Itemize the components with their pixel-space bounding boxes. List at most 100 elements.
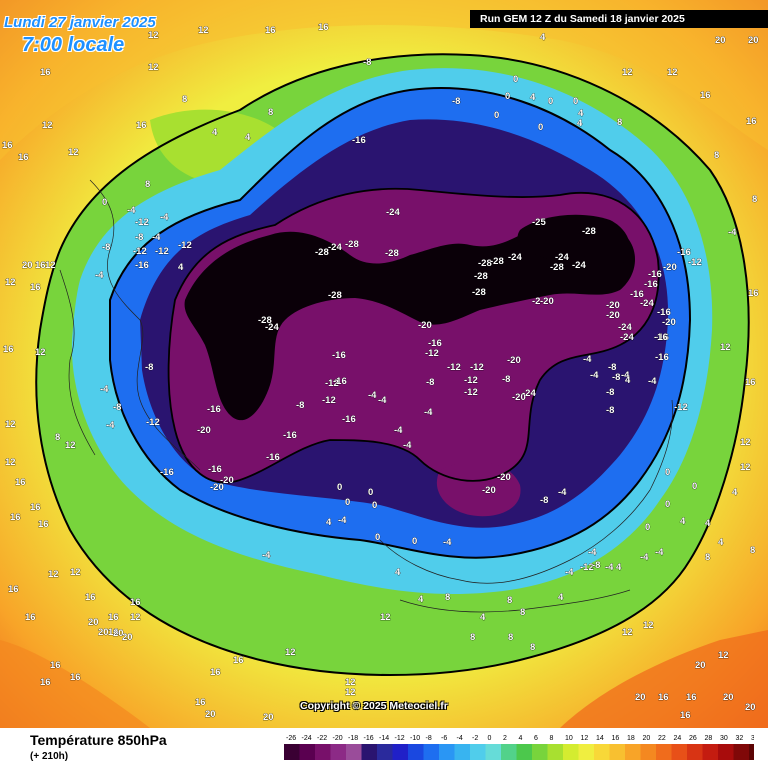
temperature-value-label: 12 <box>622 627 633 638</box>
temperature-value-label: 16 <box>210 667 221 678</box>
parameter-title: Température 850hPa <box>30 732 167 748</box>
temperature-value-label: 16 <box>265 25 276 36</box>
scale-color-cell <box>454 744 470 760</box>
scale-tick-label: -24 <box>302 735 312 742</box>
temperature-value-label: -12 <box>322 395 336 406</box>
temperature-value-label: 12 <box>643 620 654 631</box>
temperature-value-label: -12 <box>178 240 192 251</box>
temperature-value-label: -16 <box>648 269 662 280</box>
temperature-value-label: 0 <box>665 499 670 510</box>
temperature-value-label: 4 <box>480 612 486 623</box>
temperature-value-label: -24 <box>640 298 654 309</box>
isotherm-warm <box>35 53 750 676</box>
scale-color-cell <box>501 744 517 760</box>
temperature-value-label: 8 <box>268 107 273 118</box>
zone-hot-south <box>560 630 768 728</box>
temperature-value-label: -16 <box>208 464 222 475</box>
temperature-value-label: -16 <box>657 307 671 318</box>
temperature-value-label: 12 <box>148 62 159 73</box>
temperature-value-label: -20 <box>497 472 511 483</box>
scale-color-cell <box>284 744 300 760</box>
temperature-value-label: -12 <box>674 402 688 413</box>
scale-tick-label: 28 <box>705 735 713 742</box>
temperature-value-label: 12 <box>740 462 751 473</box>
scale-color-cell <box>702 744 718 760</box>
temperature-value-label: -12 <box>580 562 594 573</box>
temperature-value-label: 16 <box>85 592 96 603</box>
temperature-value-label: 8 <box>705 552 710 563</box>
temperature-value-label: -4 <box>106 420 115 431</box>
temperature-value-label: 0 <box>375 532 380 543</box>
temperature-value-label: -8 <box>363 57 371 68</box>
temperature-value-label: -28 <box>315 247 329 258</box>
scale-color-cell <box>656 744 672 760</box>
temperature-value-label: 0 <box>645 522 650 533</box>
temperature-value-label: -12 <box>447 362 461 373</box>
temperature-value-label: 4 <box>558 592 564 603</box>
temperature-value-label: 12 <box>667 67 678 78</box>
temperature-value-label: -16 <box>283 430 297 441</box>
temperature-value-label: 16 <box>136 120 147 131</box>
temperature-value-label: 4 <box>616 562 622 573</box>
temperature-value-label: 16 <box>680 710 691 721</box>
value-labels: 12 12 16 12 16 16 4 20 20 8 8 4 4 12 12 16 16 16 8 0 -4 -12 -4… <box>2 22 759 724</box>
temperature-value-label: 4 <box>705 518 711 529</box>
temperature-value-label: -16 <box>630 289 644 300</box>
scale-color-cell <box>578 744 594 760</box>
scale-color-cell <box>361 744 377 760</box>
scale-tick-label: -2 <box>472 735 478 742</box>
forecast-date: Lundi 27 janvier 2025 <box>4 14 156 31</box>
temperature-value-label: -20 <box>663 262 677 273</box>
temperature-value-label: -16 <box>428 338 442 349</box>
temperature-value-label: -20 <box>418 320 432 331</box>
temperature-value-label: 0 <box>102 197 107 208</box>
temperature-value-label: 8 <box>508 632 513 643</box>
temperature-value-label: 8 <box>750 545 755 556</box>
scale-color-cell <box>718 744 734 760</box>
temperature-value-label: -24 <box>620 332 634 343</box>
temperature-value-label: 16 <box>40 67 51 78</box>
temperature-value-label: -8 <box>113 402 121 413</box>
copyright-notice: Copyright © 2025 Meteociel.fr <box>300 700 448 712</box>
temperature-value-label: -16 <box>655 332 669 343</box>
scale-tick-label: -26 <box>286 735 296 742</box>
temperature-value-label: -4 <box>565 567 574 578</box>
temperature-value-label: -4 <box>640 552 649 563</box>
color-scale: -26 -24 -22 -20 -18 -16 -14 -12 -10 -8 -6 -4 -2 0 2 4 6 8… <box>284 735 754 760</box>
scale-tick-label: 18 <box>627 735 635 742</box>
scale-tick-label: 8 <box>550 735 554 742</box>
scale-color-cell <box>687 744 703 760</box>
zone-coldest-east <box>517 214 630 267</box>
temperature-map: 12 12 16 12 16 16 4 20 20 8 8 4 4 12 12 16 16 16 8 0 -4 -12 -4… <box>0 0 768 728</box>
temperature-value-label: -8 <box>296 400 304 411</box>
coastline-eurasia <box>379 399 673 613</box>
zone-hot-sw <box>0 640 150 728</box>
temperature-value-label: -4 <box>621 370 630 381</box>
scale-color-cell <box>609 744 625 760</box>
temperature-value-label: -16 <box>135 260 149 271</box>
temperature-value-label: -28 <box>550 262 564 273</box>
temperature-value-label: 20 <box>205 709 216 720</box>
temperature-value-label: 12 <box>42 120 53 131</box>
temperature-value-label: 12 <box>5 457 16 468</box>
temperature-value-label: -16 <box>266 452 280 463</box>
temperature-value-label: 20 <box>745 702 756 713</box>
scale-tick-label: -10 <box>410 735 420 742</box>
temperature-value-label: -4 <box>338 515 347 526</box>
scale-color-cell <box>749 744 754 760</box>
temperature-value-label: -12 <box>464 387 478 398</box>
temperature-value-label: -8 <box>540 495 548 506</box>
temperature-value-label: -20 <box>662 317 676 328</box>
temperature-value-label: -16 <box>654 332 668 343</box>
temperature-value-label: 8 <box>530 642 535 653</box>
temperature-value-label: -4 <box>558 487 567 498</box>
scale-tick-label: 16 <box>612 735 620 742</box>
scale-color-cell <box>640 744 656 760</box>
temperature-value-label: 12 <box>35 347 46 358</box>
scale-tick-label: 26 <box>689 735 697 742</box>
temperature-value-label: -12 <box>135 217 149 228</box>
scale-color-cell <box>315 744 331 760</box>
temperature-value-label: -4 <box>403 440 412 451</box>
temperature-value-label: 8 <box>507 595 512 606</box>
temperature-value-label: -8 <box>426 377 434 388</box>
